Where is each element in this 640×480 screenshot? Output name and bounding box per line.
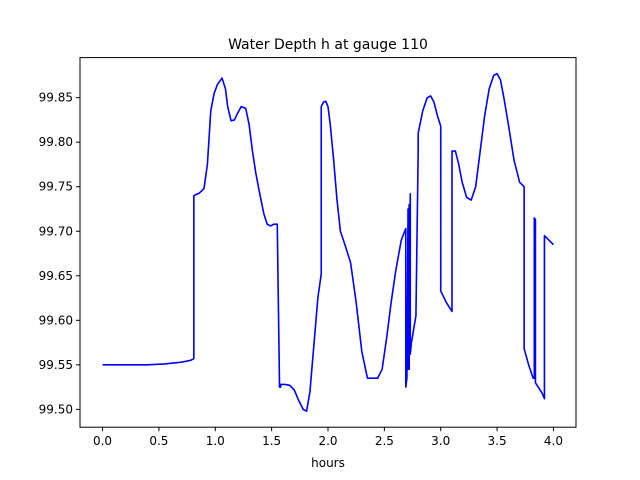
y-tick-label: 99.60 xyxy=(39,313,73,327)
y-tick-label: 99.85 xyxy=(39,91,73,105)
y-tick-label: 99.70 xyxy=(39,224,73,238)
y-tick-label: 99.75 xyxy=(39,180,73,194)
y-tick-label: 99.50 xyxy=(39,402,73,416)
water-depth-series-line xyxy=(102,72,555,412)
x-tick-label: 1.5 xyxy=(262,434,281,448)
x-tick-label: 0.5 xyxy=(149,434,168,448)
y-axis: 99.50 99.55 99.60 99.65 99.70 99.75 99.80 99.85 xyxy=(39,91,80,416)
plot-frame xyxy=(79,57,577,428)
plot-area xyxy=(79,57,577,428)
x-axis: 0.0 0.5 1.0 1.5 2.0 2.5 3.0 3.5 4.0 xyxy=(93,427,563,448)
x-tick-label: 2.0 xyxy=(318,434,337,448)
x-tick-label: 3.5 xyxy=(488,434,507,448)
chart-title: Water Depth h at gauge 110 xyxy=(228,37,428,53)
y-tick-label: 99.80 xyxy=(39,135,73,149)
x-axis-label: hours xyxy=(311,456,345,470)
x-tick-label: 0.0 xyxy=(93,434,112,448)
x-tick-label: 4.0 xyxy=(544,434,563,448)
y-tick-label: 99.65 xyxy=(39,269,73,283)
x-tick-label: 2.5 xyxy=(375,434,394,448)
x-tick-label: 3.0 xyxy=(431,434,450,448)
x-tick-label: 1.0 xyxy=(206,434,225,448)
y-tick-label: 99.55 xyxy=(39,358,73,372)
